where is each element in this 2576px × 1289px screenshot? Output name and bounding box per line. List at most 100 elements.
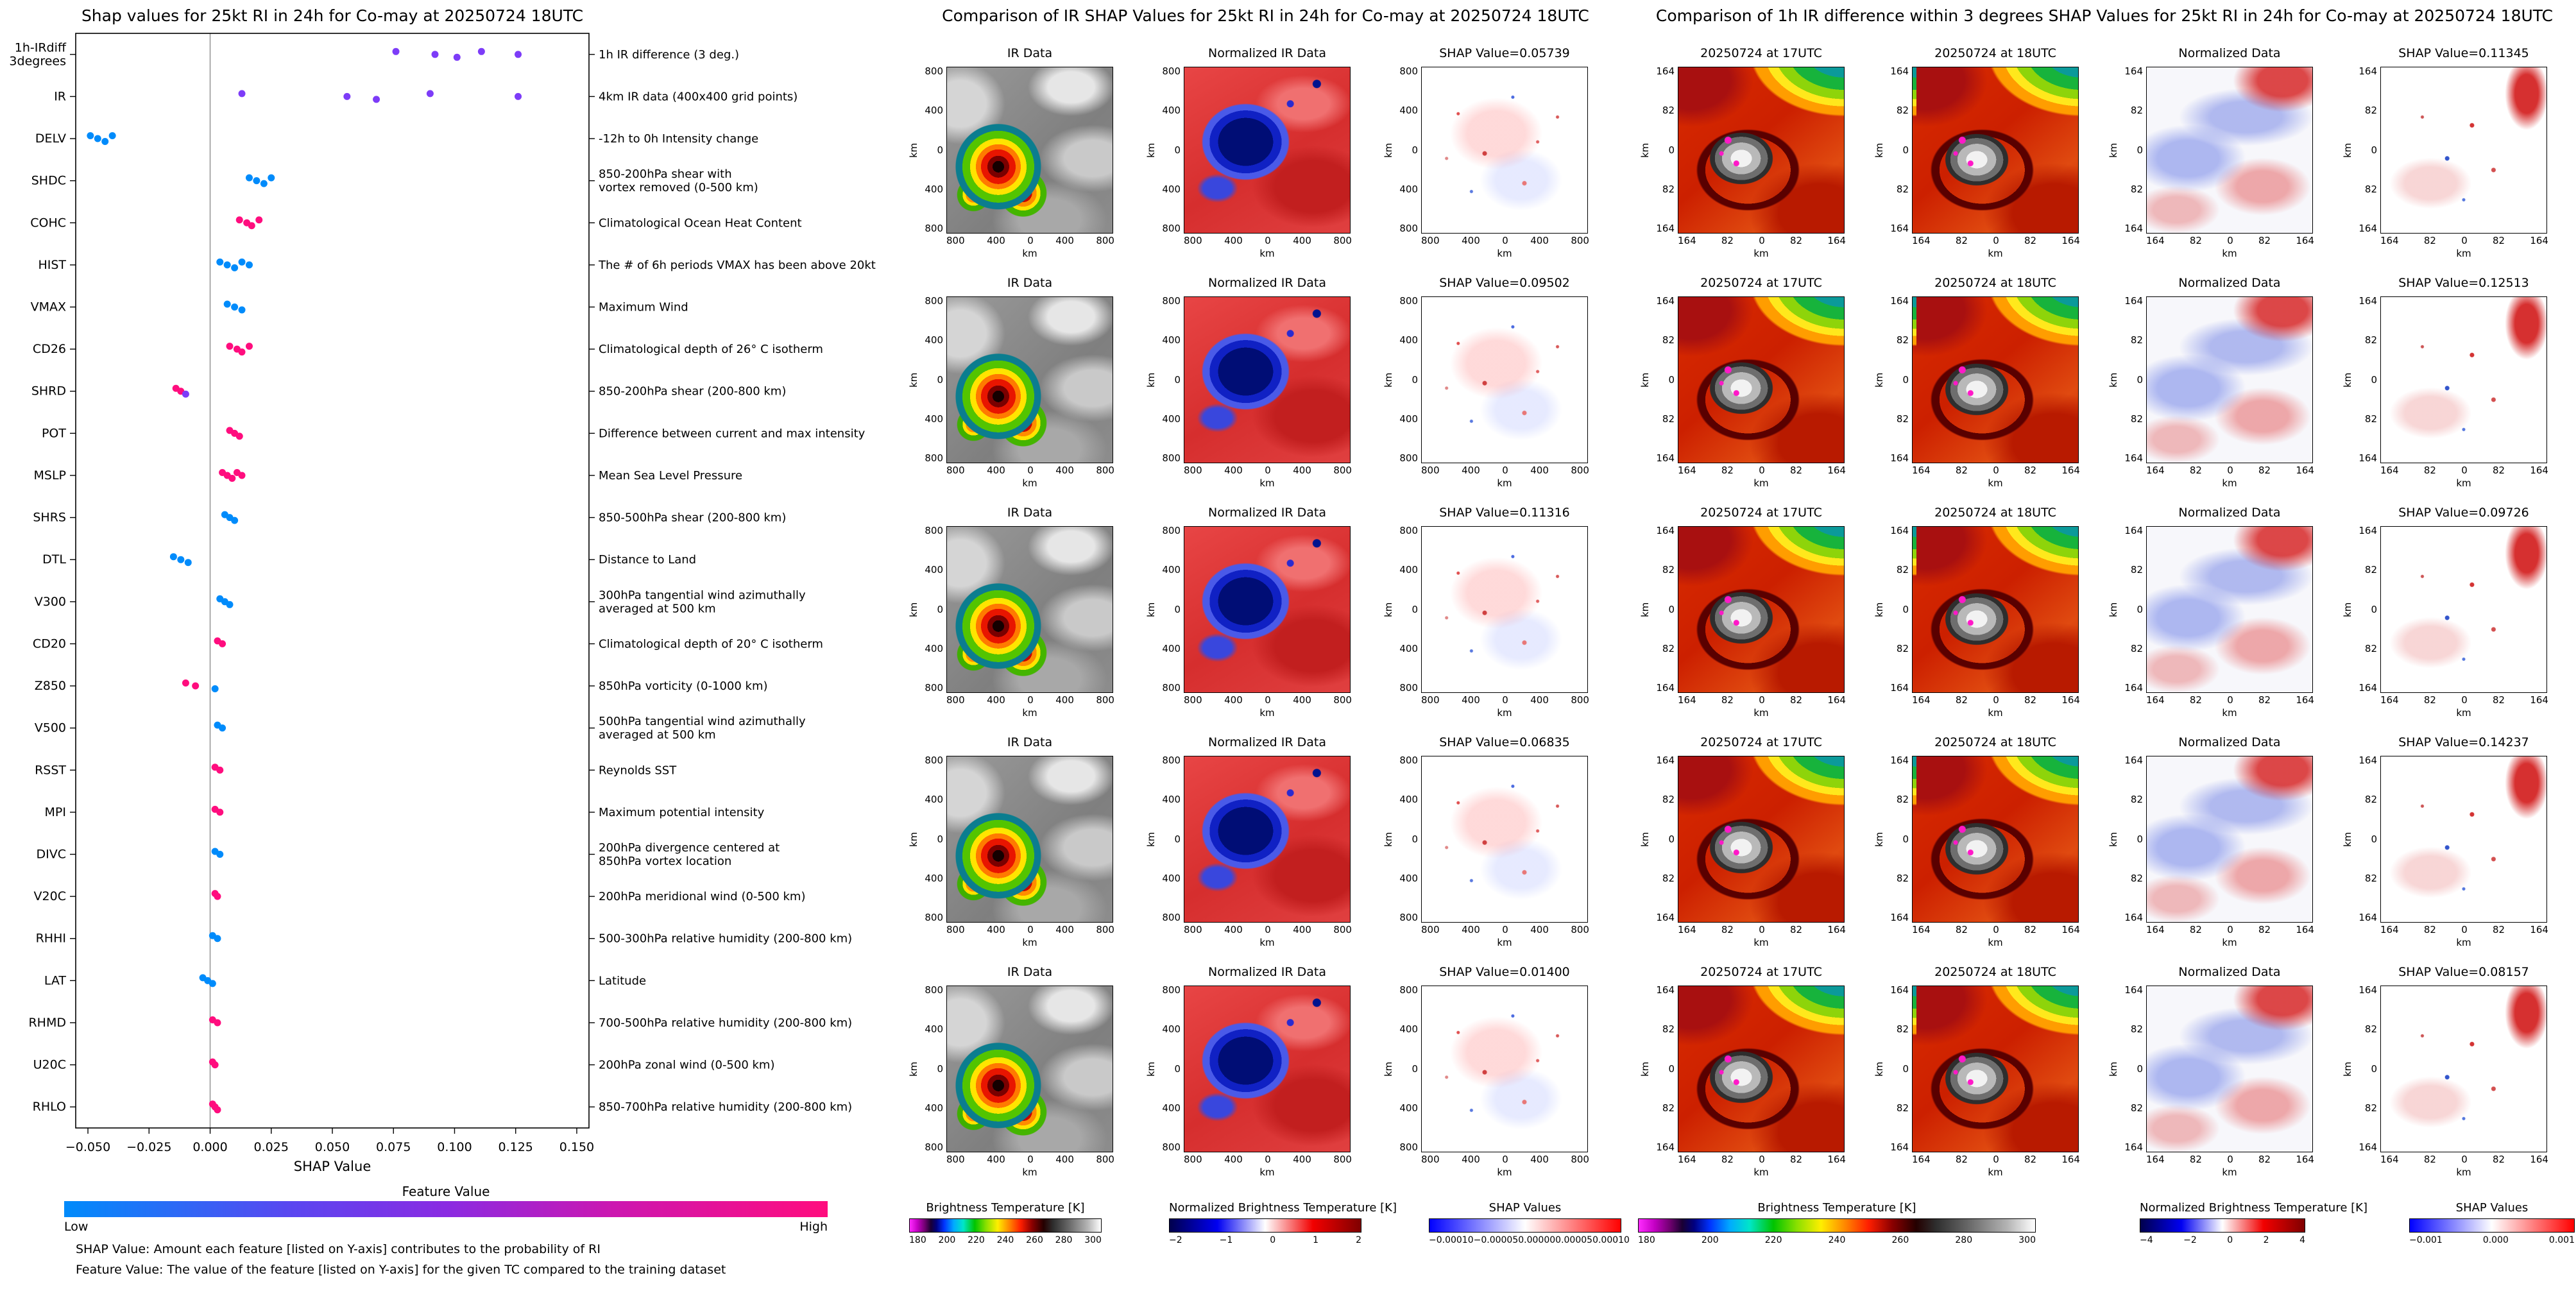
- shap-point: [235, 216, 243, 224]
- tick-label: 400: [925, 794, 943, 806]
- tick-label: 82: [2258, 1154, 2271, 1165]
- y-axis-ticks: 800 400 0 400 800: [1393, 526, 1421, 693]
- tick-label: 164: [2124, 452, 2143, 464]
- y-axis-ticks: 800 400 0 400 800: [918, 296, 946, 463]
- tick-label: 400: [925, 105, 943, 117]
- tick-label: 82: [2364, 794, 2377, 806]
- tick-label: 260: [1891, 1235, 1909, 1245]
- x-axis-label: km: [2222, 248, 2237, 259]
- tick-label: 82: [1789, 1154, 1803, 1165]
- tick-label: 800: [946, 694, 965, 706]
- tick-label: 1: [1313, 1235, 1319, 1245]
- tick-label: 0: [2461, 924, 2468, 935]
- subplot-title: 20250724 at 18UTC: [1934, 46, 2056, 60]
- tick-label: 800: [925, 65, 943, 77]
- tick-label: 164: [2296, 694, 2314, 706]
- subplot: Normalized IR Data km 800 400 0 400 800 800 400 0…: [1145, 276, 1383, 489]
- subplot-row: IR Data km 800 400 0 400 800 800 400 0 400 800 km Nor…: [908, 276, 1620, 489]
- subplot: 20250724 at 17UTC km 164 82 0 82 164 164 82 0 82 16…: [1639, 735, 1873, 948]
- x-tick-label: 0.025: [254, 1140, 289, 1154]
- tick-label: 0: [1902, 1063, 1909, 1075]
- tick-label: 0: [937, 144, 943, 156]
- subplot: Normalized IR Data km 800 400 0 400 800 800 400 0…: [1145, 965, 1383, 1178]
- colorbar-title: Normalized Brightness Temperature [K]: [1169, 1201, 1397, 1215]
- tick-label: 400: [1293, 694, 1311, 706]
- subplot-title: IR Data: [1007, 965, 1053, 979]
- feature-desc: 850-200hPa shear with: [599, 167, 732, 181]
- x-axis-label: km: [1753, 707, 1769, 719]
- x-axis-label: km: [1497, 248, 1512, 259]
- tick-label: 82: [2258, 465, 2271, 476]
- tick-label: 82: [2024, 1154, 2037, 1165]
- tick-label: 164: [2358, 295, 2377, 307]
- tick-label: 800: [1162, 755, 1181, 766]
- tick-label: 800: [1162, 682, 1181, 694]
- tick-label: 0: [937, 373, 943, 386]
- subplot-title: 20250724 at 17UTC: [1700, 276, 1822, 290]
- feature-desc: Latitude: [599, 974, 646, 987]
- tick-label: 164: [2146, 924, 2165, 935]
- subplot-title: SHAP Value=0.14237: [2398, 735, 2529, 749]
- tick-label: 82: [2130, 1023, 2143, 1036]
- tick-label: 164: [2124, 295, 2143, 307]
- tick-label: 0: [2227, 235, 2233, 246]
- feature-desc: -12h to 0h Intensity change: [599, 132, 758, 146]
- ir-image: [946, 67, 1113, 234]
- tick-label: 164: [1827, 924, 1846, 935]
- x-axis-label: km: [1259, 1166, 1275, 1178]
- subplot: IR Data km 800 400 0 400 800 800 400 0 400 800 km: [908, 46, 1145, 259]
- y-axis-label: km: [1873, 142, 1885, 158]
- shap-point: [223, 261, 231, 269]
- tick-label: 164: [2296, 1154, 2314, 1165]
- tick-label: 0: [2371, 373, 2377, 386]
- subplot: 20250724 at 17UTC km 164 82 0 82 164 164 82 0 82 16…: [1639, 506, 1873, 719]
- tick-label: 400: [1293, 1154, 1311, 1165]
- tick-label: 800: [1399, 452, 1418, 464]
- y-axis-label: km: [2108, 602, 2119, 617]
- tick-label: 164: [2061, 924, 2080, 935]
- x-axis-ticks: 800 400 0 400 800: [1184, 925, 1352, 935]
- shap-point: [253, 177, 260, 185]
- tick-label: 0: [1412, 1063, 1418, 1075]
- x-axis-ticks: 800 400 0 400 800: [1184, 1155, 1352, 1165]
- tick-label: 164: [1890, 65, 1909, 77]
- x-axis-ticks: 800 400 0 400 800: [1184, 466, 1352, 475]
- y-axis-ticks: 164 82 0 82 164: [2352, 756, 2380, 923]
- x-axis-label: km: [2456, 1166, 2471, 1178]
- subplot-title: Normalized IR Data: [1208, 965, 1326, 979]
- tick-label: 82: [2189, 924, 2202, 935]
- tick-label: 400: [1293, 465, 1311, 476]
- tick-label: 800: [1162, 912, 1181, 923]
- tick-label: 82: [2492, 924, 2505, 935]
- tick-label: 82: [1662, 334, 1675, 346]
- x-tick-label: 0.050: [315, 1140, 350, 1154]
- shap-map-image: [1421, 67, 1588, 234]
- tick-label: 400: [925, 564, 943, 576]
- tick-label: −2: [2183, 1235, 2197, 1245]
- tick-label: 0.000: [2482, 1235, 2509, 1245]
- tick-label: 164: [2124, 912, 2143, 923]
- x-tick-label: −0.050: [65, 1140, 110, 1154]
- shap-map-image: [1421, 756, 1588, 923]
- tick-label: 164: [2358, 1141, 2377, 1153]
- tick-label: 0: [1993, 694, 1999, 706]
- y-axis-ticks: 164 82 0 82 164: [2352, 986, 2380, 1152]
- tick-label: 400: [987, 465, 1005, 476]
- x-axis-ticks: 164 82 0 82 164: [1678, 696, 1846, 705]
- feature-label: COHC: [30, 216, 66, 230]
- tick-label: 400: [1162, 872, 1181, 884]
- tick-label: 800: [946, 1154, 965, 1165]
- tick-label: 164: [1912, 235, 1931, 246]
- tick-label: 0: [2461, 465, 2468, 476]
- subplot: SHAP Value=0.12513 km 164 82 0 82 164 164 82 0 82 1…: [2342, 276, 2576, 489]
- feature-label: CD20: [33, 636, 66, 651]
- subplot: IR Data km 800 400 0 400 800 800 400 0 400 800 km: [908, 735, 1145, 948]
- y-axis-label: km: [1639, 832, 1651, 847]
- subplot-row: 20250724 at 17UTC km 164 82 0 82 164 164 82 0 82 16…: [1639, 965, 2576, 1178]
- shap-point: [515, 92, 522, 100]
- tick-label: 400: [1399, 794, 1418, 806]
- colorbar-title: SHAP Values: [1488, 1201, 1562, 1215]
- shap-point: [209, 980, 216, 987]
- feature-desc: Climatological Ocean Heat Content: [599, 216, 802, 230]
- y-axis-ticks: 800 400 0 400 800: [918, 526, 946, 693]
